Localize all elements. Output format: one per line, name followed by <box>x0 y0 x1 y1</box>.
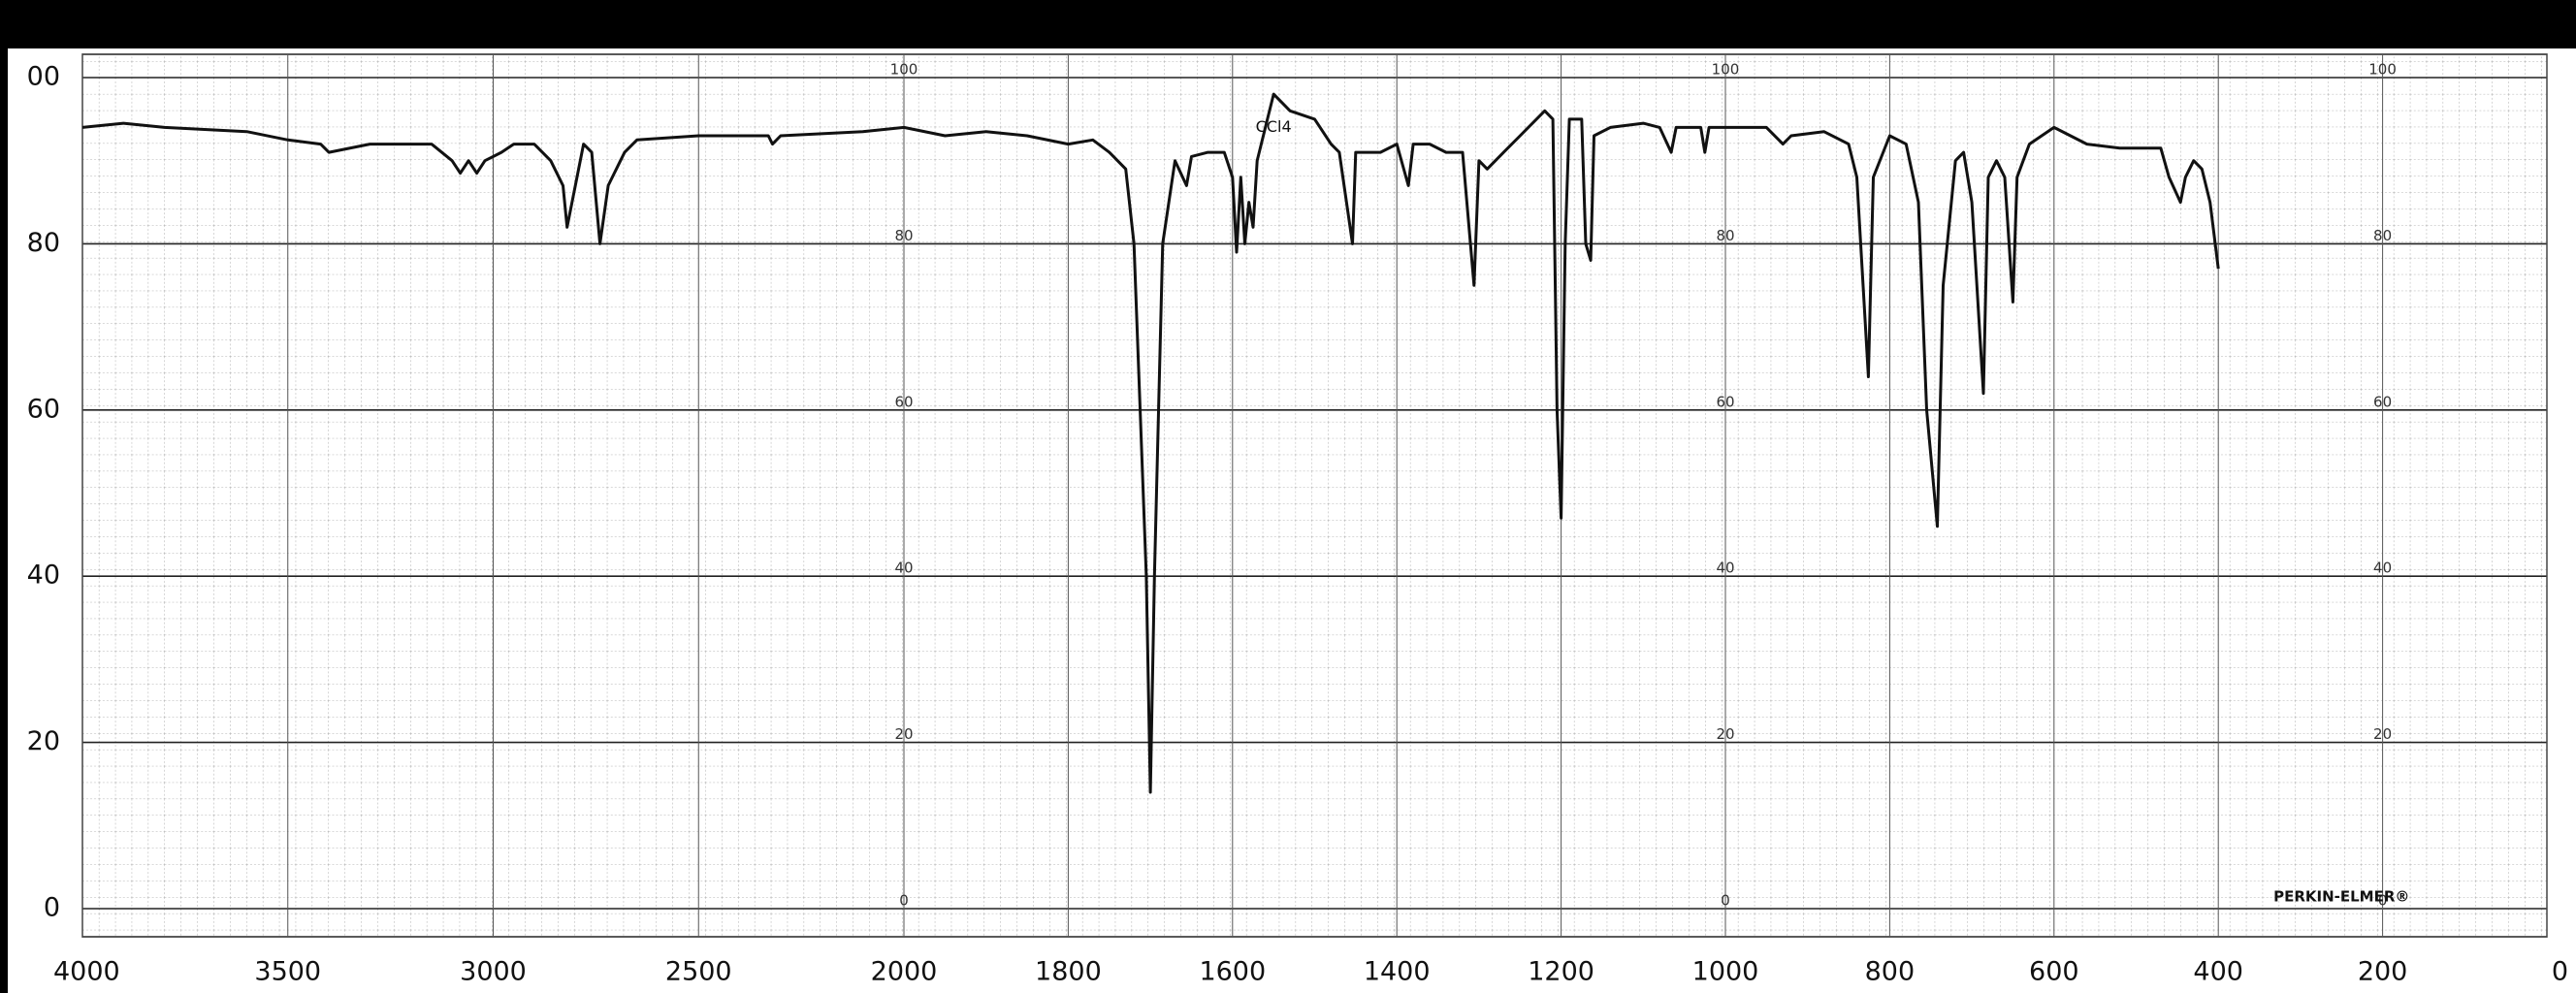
scan-edge <box>0 0 2576 48</box>
x-tick-label: 800 <box>1865 957 1916 987</box>
annotation: PERKIN-ELMER® <box>2273 888 2409 906</box>
inner-scale-label: 60 <box>2373 393 2392 410</box>
inner-scale-label: 100 <box>2368 61 2397 79</box>
x-tick-label: 1200 <box>1528 957 1594 987</box>
x-tick-label: 1400 <box>1364 957 1431 987</box>
inner-scale-label: 80 <box>1716 227 1734 244</box>
x-tick-label: 1800 <box>1035 957 1102 987</box>
inner-scale-label: 20 <box>2373 725 2392 743</box>
annotation: CCl4 <box>1256 117 1292 136</box>
inner-scale-label: 0 <box>1721 892 1730 910</box>
y-tick-label: 0 <box>44 893 60 923</box>
inner-scale-label: 60 <box>1716 393 1734 410</box>
plot-area <box>81 53 2548 938</box>
scan-edge <box>0 0 8 993</box>
inner-scale-label: 100 <box>1712 61 1740 79</box>
inner-scale-label: 80 <box>2373 227 2392 244</box>
inner-scale-label: 20 <box>894 725 913 743</box>
inner-scale-label: 60 <box>894 393 913 410</box>
x-tick-label: 400 <box>2193 957 2243 987</box>
inner-scale-label: 0 <box>2378 892 2388 910</box>
y-tick-label: 00 <box>27 62 60 92</box>
x-tick-label: 1000 <box>1692 957 1759 987</box>
y-tick-label: 40 <box>27 561 60 591</box>
x-tick-label: 200 <box>2358 957 2408 987</box>
inner-scale-label: 0 <box>899 892 909 910</box>
y-tick-label: 20 <box>27 726 60 756</box>
x-tick-label: 600 <box>2029 957 2079 987</box>
inner-scale-label: 40 <box>1716 560 1734 577</box>
spectrum-line <box>81 92 2220 794</box>
x-tick-label: 1600 <box>1199 957 1266 987</box>
x-tick-label: 4000 <box>53 957 120 987</box>
x-tick-label: 3000 <box>460 957 527 987</box>
inner-scale-label: 40 <box>2373 560 2392 577</box>
x-tick-label: 2000 <box>871 957 938 987</box>
x-tick-label: 3500 <box>254 957 321 987</box>
inner-scale-label: 20 <box>1716 725 1734 743</box>
x-tick-label: 2500 <box>665 957 732 987</box>
x-tick-label: 0 <box>2552 957 2568 987</box>
y-tick-label: 80 <box>27 228 60 258</box>
inner-scale-label: 40 <box>894 560 913 577</box>
inner-scale-label: 80 <box>894 227 913 244</box>
inner-scale-label: 100 <box>890 61 918 79</box>
y-tick-label: 60 <box>27 394 60 424</box>
